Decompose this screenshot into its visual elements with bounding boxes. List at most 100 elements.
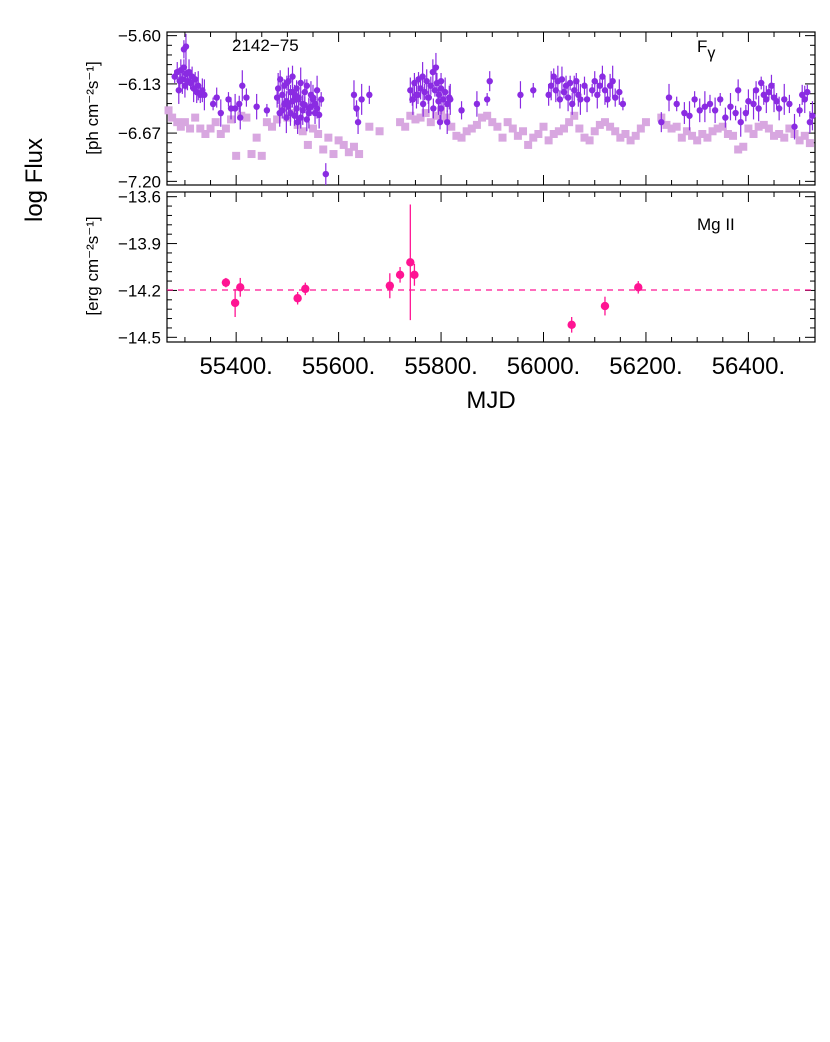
ytick-label: −13.9 (118, 235, 161, 254)
upper-limit-marker (298, 127, 307, 136)
detection-point (558, 76, 566, 83)
detection-point (596, 82, 604, 89)
detection-point (473, 100, 481, 108)
ytick-label: −7.20 (118, 172, 161, 191)
upper-limit-marker (191, 113, 200, 122)
upper-limit-marker (718, 122, 727, 131)
detection-point (313, 87, 321, 94)
upper-limit-marker (677, 133, 686, 142)
detection-point (665, 94, 673, 101)
detection-point (517, 91, 524, 99)
detection-point (350, 91, 358, 99)
upper-limit-marker (308, 124, 317, 133)
upper-limit-marker (749, 130, 758, 138)
upper-limit-marker (585, 136, 594, 145)
detection-point (530, 87, 537, 94)
detection-point (806, 118, 814, 126)
detection-point (588, 87, 596, 94)
mgii-panel-ticks (167, 192, 815, 342)
upper-limit-marker (780, 133, 789, 142)
ytick-label: −14.5 (118, 328, 161, 347)
mgii-point (395, 270, 405, 280)
upper-limit-marker (672, 122, 681, 131)
upper-limit-marker (744, 124, 753, 133)
upper-limit-marker (508, 124, 517, 133)
upper-limit-marker (524, 140, 533, 149)
upper-limit-marker (682, 127, 691, 136)
detection-point (804, 88, 811, 96)
upper-limit-marker (457, 133, 466, 142)
upper-limit-marker (636, 124, 645, 133)
mgii-point (230, 298, 240, 308)
detection-point (742, 109, 750, 117)
detection-point (809, 112, 816, 119)
source-name-label: 2142−75 (232, 36, 299, 55)
upper-limit-marker (467, 124, 476, 133)
detection-point (432, 64, 440, 71)
upper-limit-marker (462, 127, 471, 136)
detection-point (763, 96, 770, 103)
upper-limit-marker (242, 113, 251, 122)
detection-point (289, 73, 296, 80)
detection-point (435, 98, 442, 105)
detection-point (786, 100, 793, 108)
detection-point (583, 96, 591, 103)
detection-point (444, 118, 451, 126)
detection-point (483, 96, 491, 103)
upper-limit-marker (488, 118, 497, 127)
upper-limit-marker (698, 130, 707, 138)
detection-point (573, 77, 580, 85)
detection-point (775, 105, 783, 112)
upper-limit-marker (580, 133, 589, 142)
detection-point (604, 96, 611, 103)
detection-point (550, 73, 557, 80)
detection-point (414, 91, 422, 99)
mgii-point (410, 270, 419, 280)
ytick-label: −5.60 (118, 27, 161, 46)
detection-point (701, 103, 709, 110)
upper-limit-marker (375, 127, 384, 136)
detection-point (287, 88, 294, 96)
mgii-point (293, 294, 302, 303)
upper-limit-marker (324, 133, 333, 142)
detection-point (722, 114, 729, 121)
detection-point (737, 118, 744, 126)
upper-limit-marker (452, 131, 461, 140)
detection-point (231, 105, 239, 112)
upper-limit-marker (631, 131, 640, 140)
detection-point (425, 94, 432, 101)
mgii-point (301, 284, 310, 294)
detection-point (717, 96, 724, 103)
upper-limit-marker (764, 124, 773, 133)
upper-limit-marker (180, 118, 189, 127)
upper-limit-marker (626, 136, 635, 145)
detection-point (727, 103, 734, 110)
upper-limit-marker (344, 148, 353, 157)
detection-point (353, 105, 360, 112)
upper-limit-marker (493, 122, 502, 131)
mgii-point (221, 278, 231, 287)
detection-point (175, 87, 182, 94)
upper-limit-marker (406, 111, 415, 120)
xtick-label: 55800. (404, 353, 477, 380)
detection-point (658, 118, 665, 126)
upper-limit-marker (713, 124, 722, 133)
upper-limit-marker (339, 140, 348, 149)
detection-point (773, 98, 780, 105)
upper-limit-marker (303, 140, 312, 149)
upper-limit-marker (314, 130, 323, 138)
gamma-flux-annotation: Fγ (697, 37, 715, 62)
detection-point (322, 170, 329, 178)
detection-point (281, 82, 288, 89)
upper-limit-marker (431, 111, 440, 120)
detection-point (283, 114, 290, 121)
upper-limit-marker (257, 151, 266, 160)
upper-limit-marker (355, 150, 364, 159)
xtick-label: 55400. (199, 353, 272, 380)
upper-limit-marker (201, 130, 210, 138)
upper-limit-marker (785, 124, 794, 133)
detection-point (706, 100, 714, 108)
upper-limit-marker (216, 130, 225, 138)
mgii-panel-ylabel: [erg cm⁻²s⁻¹] (83, 216, 102, 315)
gamma-ray-panel: [ph cm⁻²s⁻¹] −5.60 −6.13 −6.67 −7.20 2142−7… (83, 27, 816, 191)
